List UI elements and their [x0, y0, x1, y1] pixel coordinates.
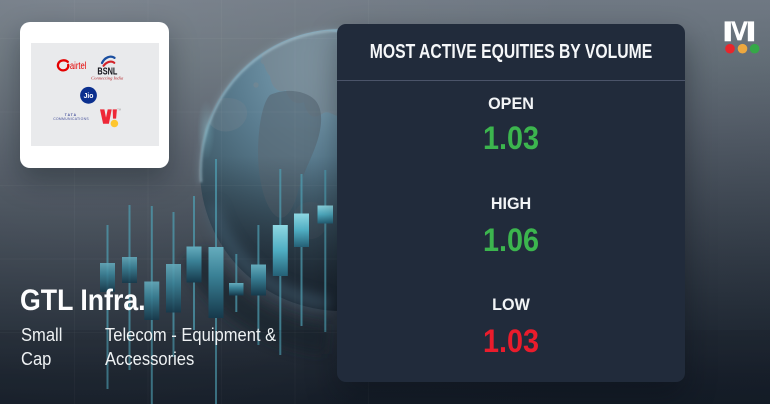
- svg-text:TM: TM: [117, 108, 121, 111]
- svg-text:airtel: airtel: [70, 60, 87, 71]
- svg-text:COMMUNICATIONS: COMMUNICATIONS: [53, 117, 89, 121]
- svg-text:TATA: TATA: [65, 113, 77, 117]
- svg-text:Jio: Jio: [84, 93, 95, 100]
- svg-text:BSNL: BSNL: [97, 65, 117, 77]
- svg-text:Connecting India: Connecting India: [91, 77, 124, 82]
